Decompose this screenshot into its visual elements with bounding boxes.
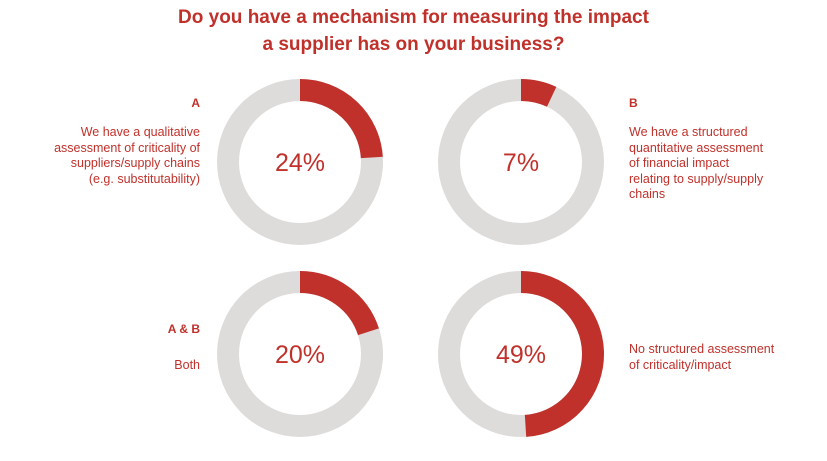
chart-title-line-1: Do you have a mechanism for measuring th…: [178, 7, 649, 28]
donut-value-ab: 20%: [275, 341, 325, 369]
donut-value-b: 7%: [503, 149, 539, 177]
donut-chart-a: 24%: [217, 79, 383, 245]
donut-segment-a: [299, 79, 383, 159]
option-code-ab: A & B: [167, 322, 200, 336]
option-label-b-line: of financial impact: [629, 156, 730, 170]
option-label-ab: Both: [10, 358, 200, 374]
option-label-b-line: quantitative assessment: [629, 140, 764, 155]
option-label-b: We have a structured quantitative assess…: [629, 125, 819, 203]
option-label-a: We have a qualitative assessment of crit…: [10, 125, 200, 187]
option-label-none-line: of criticality/impact: [629, 357, 732, 372]
chart-title: Do you have a mechanism for measuring th…: [0, 4, 827, 58]
option-label-a-line: suppliers/supply chains: [70, 156, 200, 170]
option-label-none: No structured assessment of criticality/…: [629, 342, 819, 373]
donut-chart-ab: 20%: [217, 271, 383, 437]
option-code-a: A: [191, 96, 200, 110]
chart-title-line-2: a supplier has on your business?: [262, 34, 565, 55]
option-label-b-line: We have a structured: [629, 125, 748, 139]
donut-chart-none: 49%: [438, 271, 604, 437]
donut-segment-ab: [299, 271, 379, 336]
option-label-b-line: chains: [629, 187, 666, 201]
donut-value-a: 24%: [275, 149, 325, 177]
option-label-a-line: We have a qualitative: [80, 125, 200, 139]
donut-value-none: 49%: [496, 341, 546, 369]
donut-segment-none: [520, 271, 604, 437]
option-label-none-line: No structured assessment: [629, 342, 775, 356]
option-label-ab-line: Both: [174, 358, 200, 372]
option-code-b: B: [629, 96, 638, 110]
option-label-b-line: relating to supply/supply: [629, 171, 764, 186]
donut-segment-b: [520, 79, 557, 107]
option-label-a-line: assessment of criticality of: [54, 140, 200, 155]
donut-chart-b: 7%: [438, 79, 604, 245]
option-label-a-line: (e.g. substitutability): [88, 171, 200, 186]
